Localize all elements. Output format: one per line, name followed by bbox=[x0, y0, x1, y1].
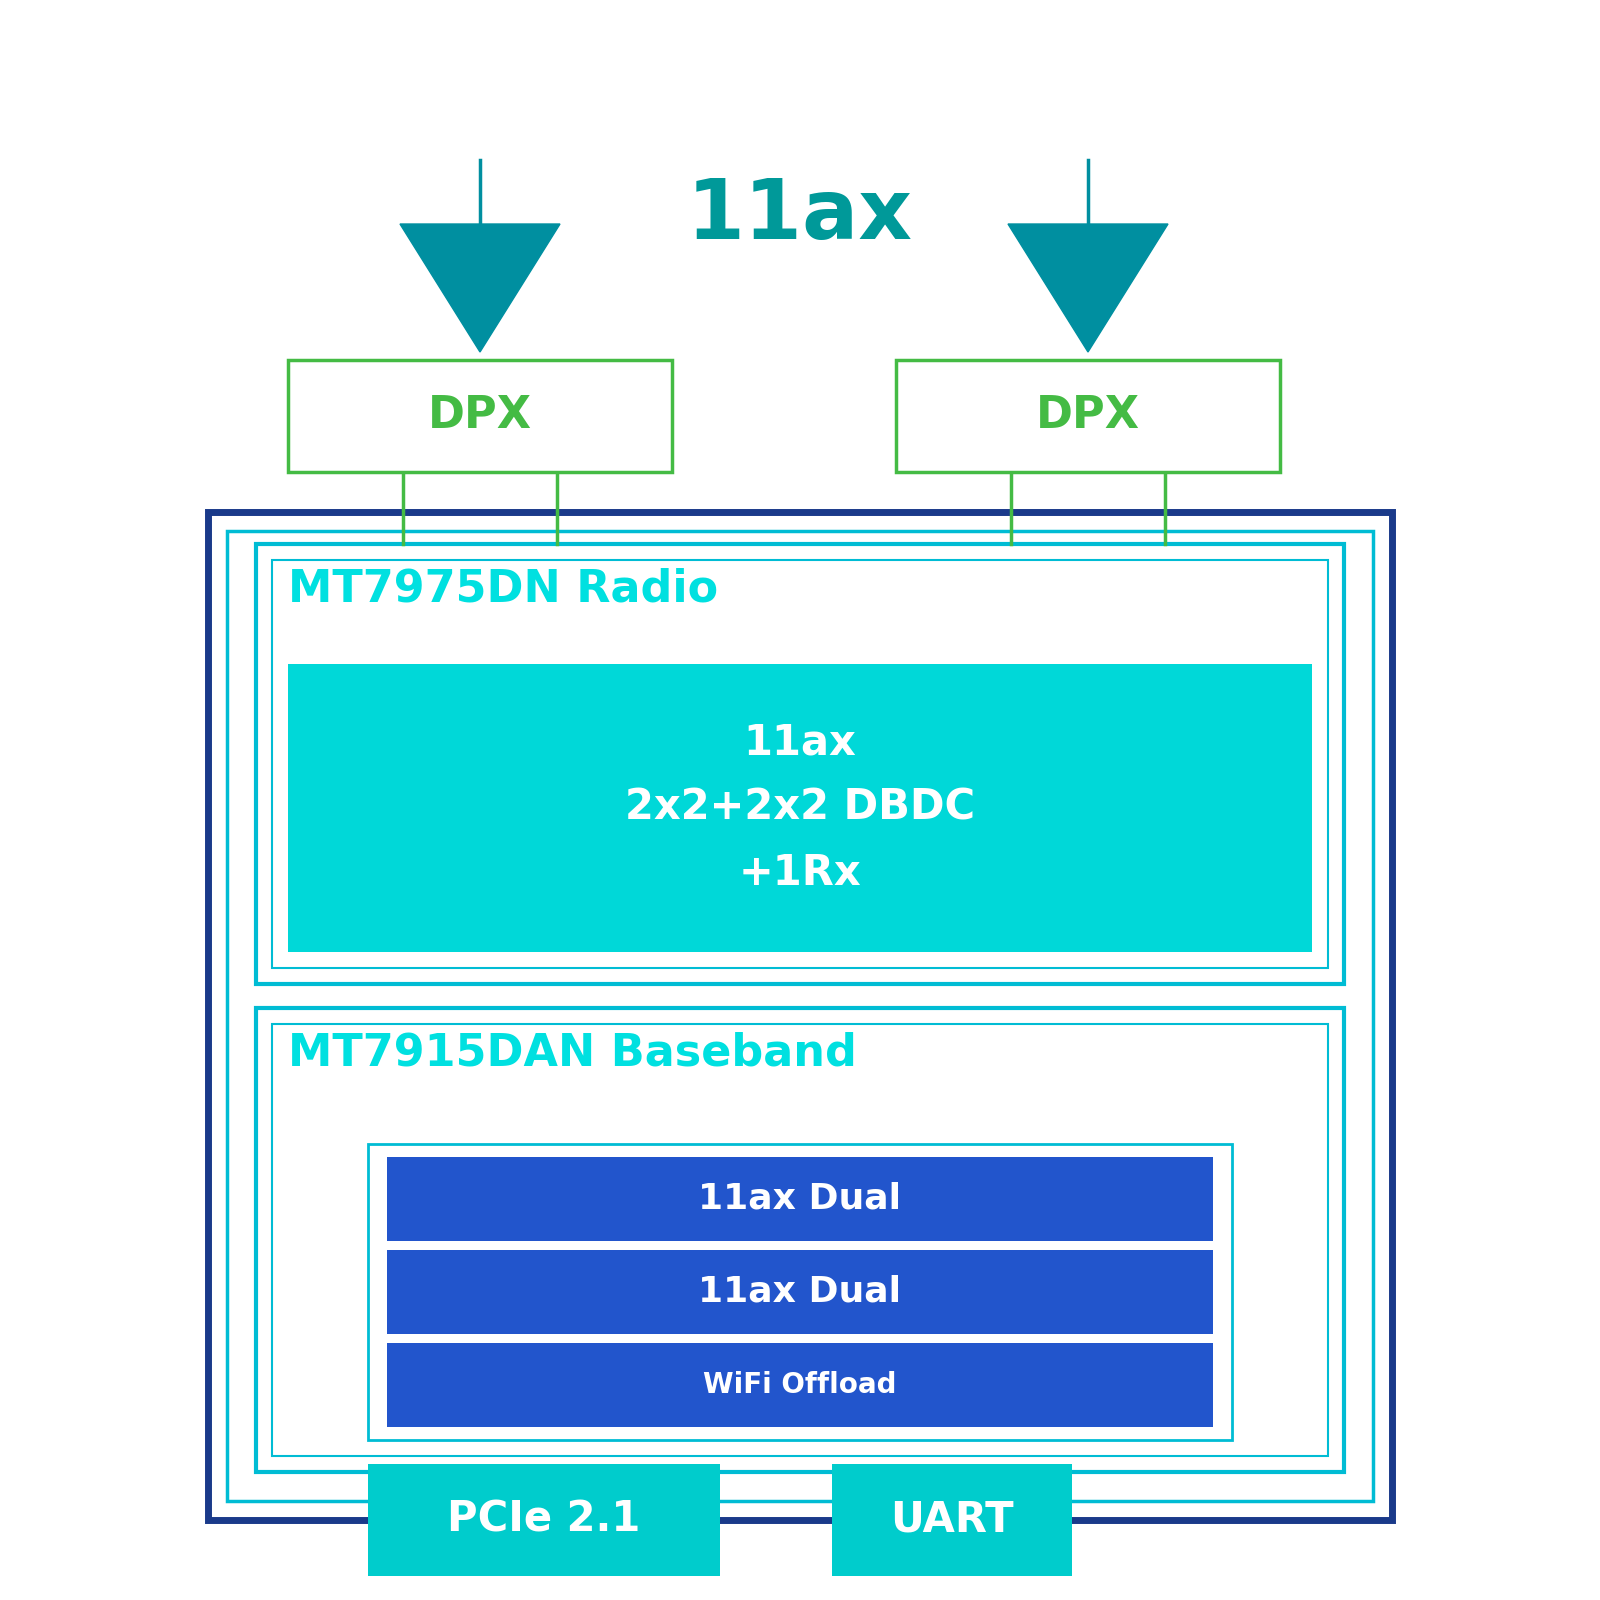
Bar bbox=[227, 531, 1373, 1501]
Bar bbox=[387, 1344, 1213, 1427]
Text: WiFi Offload: WiFi Offload bbox=[704, 1371, 896, 1400]
Bar bbox=[288, 360, 672, 472]
Bar bbox=[256, 1008, 1344, 1472]
Bar bbox=[288, 664, 1312, 952]
Text: PCIe 2.1: PCIe 2.1 bbox=[448, 1499, 640, 1541]
Text: 11ax
2x2+2x2 DBDC
+1Rx: 11ax 2x2+2x2 DBDC +1Rx bbox=[626, 722, 974, 894]
Text: MT7975DN Radio: MT7975DN Radio bbox=[288, 568, 718, 611]
Bar bbox=[832, 1464, 1072, 1576]
Text: DPX: DPX bbox=[429, 395, 531, 437]
Bar bbox=[256, 544, 1344, 984]
Bar bbox=[368, 1144, 1232, 1440]
Text: MT7915DAN Baseband: MT7915DAN Baseband bbox=[288, 1032, 858, 1075]
Text: DPX: DPX bbox=[1037, 395, 1139, 437]
Text: 11ax Dual: 11ax Dual bbox=[699, 1182, 901, 1216]
Bar bbox=[368, 1464, 720, 1576]
Text: 11ax: 11ax bbox=[686, 176, 914, 256]
Bar bbox=[272, 1024, 1328, 1456]
Bar bbox=[387, 1250, 1213, 1334]
Polygon shape bbox=[1008, 224, 1168, 352]
Text: 11ax Dual: 11ax Dual bbox=[699, 1275, 901, 1309]
Bar bbox=[387, 1157, 1213, 1240]
Text: UART: UART bbox=[890, 1499, 1014, 1541]
Polygon shape bbox=[400, 224, 560, 352]
Bar bbox=[272, 560, 1328, 968]
Bar bbox=[896, 360, 1280, 472]
Bar bbox=[208, 512, 1392, 1520]
